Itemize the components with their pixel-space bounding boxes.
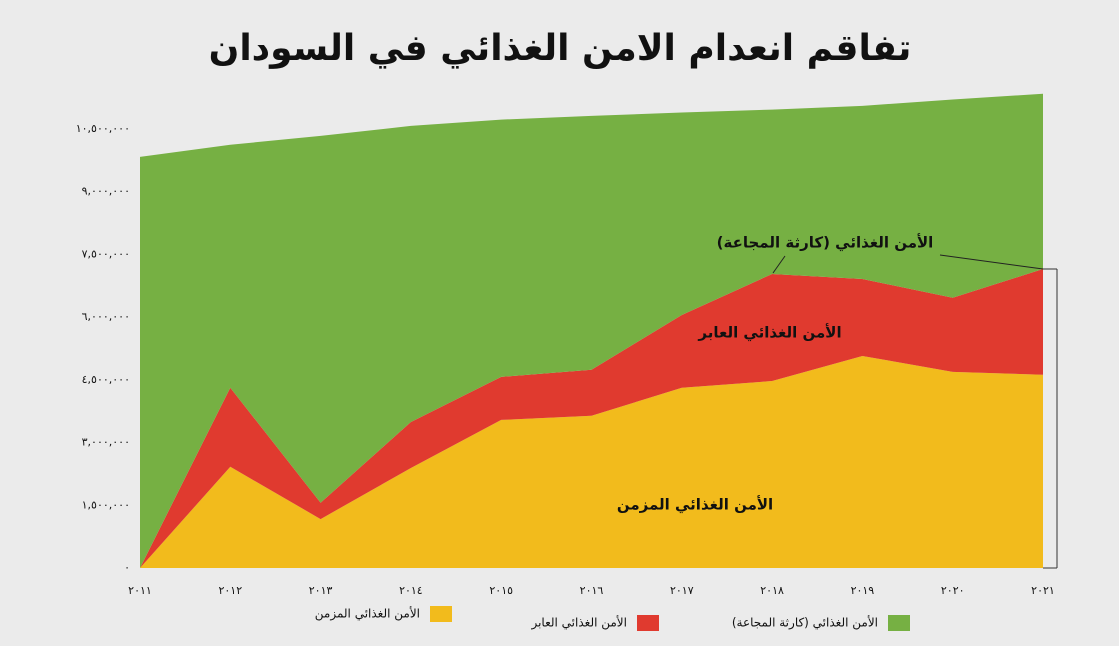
y-tick-label: ١٠,٥٠٠,٠٠٠ [76, 122, 130, 135]
area [140, 93, 1043, 569]
x-tick-label: ٢٠١٦ [580, 584, 604, 597]
x-tick-label: ٢٠١٥ [489, 584, 513, 597]
legend-label: الأمن الغذائي (كارثة المجاعة) [732, 615, 878, 631]
area-label: الأمن الغذائي المزمن [617, 496, 773, 514]
area-label: الأمن الغذائي (كارثة المجاعة) [717, 234, 934, 252]
x-tick-label: ٢٠١٣ [309, 584, 333, 597]
x-tick-label: ٢٠١٧ [670, 584, 694, 597]
x-tick-label: ٢٠١٨ [760, 584, 784, 597]
x-tick-label: ٢٠١٤ [399, 584, 423, 597]
y-tick-label: ٤,٥٠٠,٠٠٠ [82, 373, 130, 386]
legend-swatch [888, 615, 910, 631]
chart-title: تفاقم انعدام الامن الغذائي في السودان [209, 28, 912, 69]
y-tick-label: ٧,٥٠٠,٠٠٠ [82, 247, 130, 260]
y-tick-label: ٠ [124, 561, 130, 574]
y-tick-label: ٦,٠٠٠,٠٠٠ [82, 310, 130, 323]
annotation-line [939, 254, 1044, 270]
area [140, 355, 1043, 568]
annotation-line [772, 255, 786, 274]
legend-swatch [430, 606, 452, 622]
y-tick-label: ١,٥٠٠,٠٠٠ [82, 498, 130, 511]
x-tick-label: ٢٠٢١ [1031, 584, 1055, 597]
x-tick-label: ٢٠١٩ [851, 584, 875, 597]
legend-label: الأمن الغذائي المزمن [315, 606, 420, 622]
legend-swatch [637, 615, 659, 631]
area-label: الأمن الغذائي العابر [697, 324, 841, 342]
y-tick-label: ٣,٠٠٠,٠٠٠ [82, 436, 130, 449]
legend-label: الأمن الغذائي العابر [530, 615, 627, 631]
y-tick-label: ٩,٠٠٠,٠٠٠ [82, 185, 130, 198]
area [140, 268, 1043, 568]
x-tick-label: ٢٠١١ [128, 584, 152, 597]
x-tick-label: ٢٠١٢ [218, 584, 242, 597]
areas [140, 93, 1043, 569]
x-tick-label: ٢٠٢٠ [941, 584, 965, 597]
